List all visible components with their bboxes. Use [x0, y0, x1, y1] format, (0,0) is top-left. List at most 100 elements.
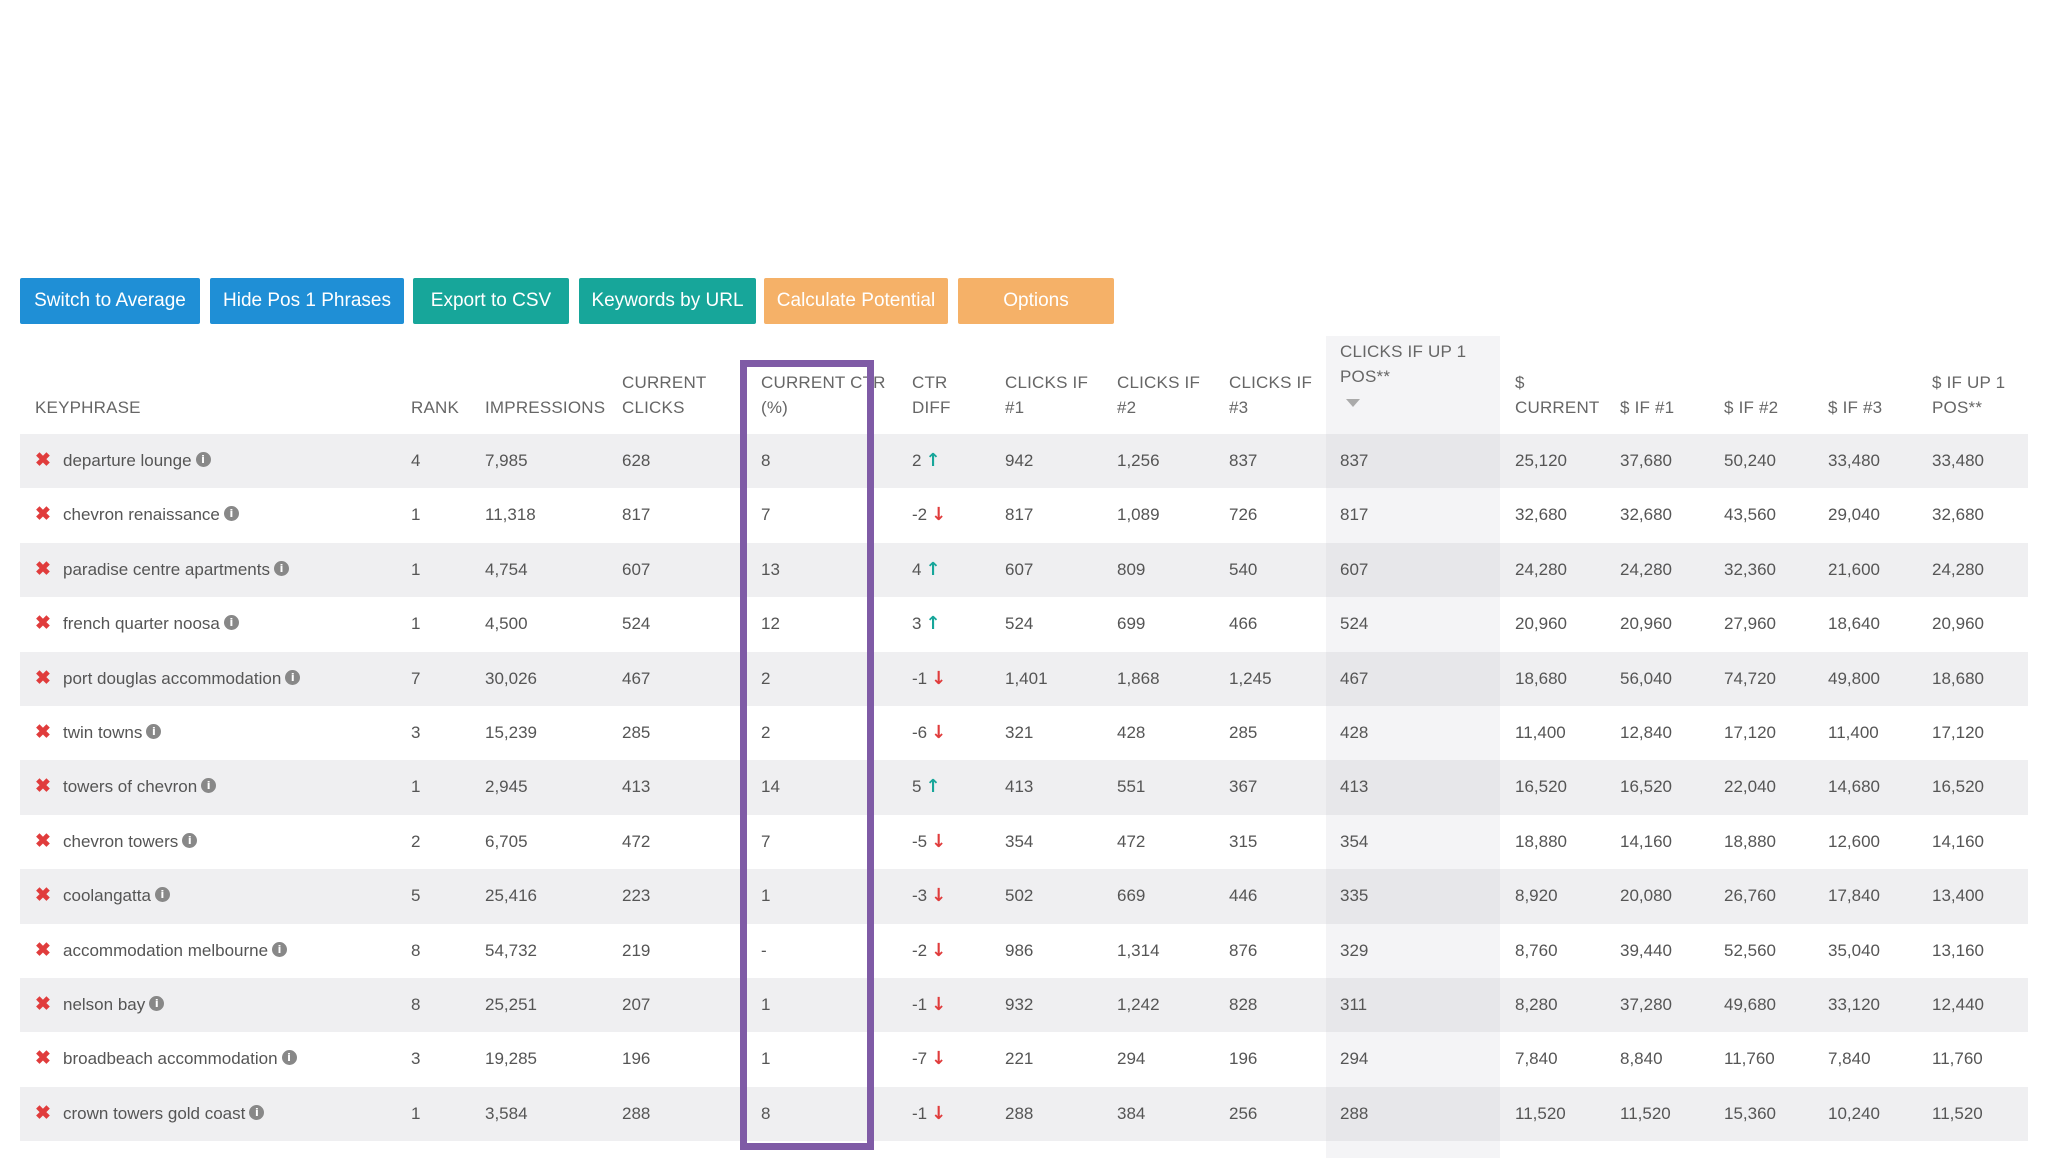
money-if-1-cell: 39,440 — [1620, 940, 1672, 960]
money-if-1-cell: 37,280 — [1620, 994, 1672, 1014]
clicks-if-1-cell: 413 — [1005, 777, 1034, 797]
header-clicks-if-up-1-pos[interactable]: CLICKS IF UP 1 POS** — [1340, 339, 1466, 414]
header-money-if-2[interactable]: $ IF #2 — [1724, 398, 1779, 417]
money-if-up-1-cell: 32,680 — [1932, 505, 1984, 525]
info-icon[interactable]: i — [223, 506, 239, 522]
info-icon[interactable]: i — [273, 560, 289, 576]
remove-x-icon[interactable]: ✖ — [35, 776, 51, 798]
info-icon[interactable]: i — [201, 778, 217, 794]
header-current-ctr[interactable]: CURRENT CTR (%) — [761, 373, 886, 417]
rank-cell: 8 — [411, 994, 421, 1014]
hide-pos-1-phrases-button[interactable]: Hide Pos 1 Phrases — [210, 278, 404, 324]
info-icon[interactable]: i — [281, 1050, 297, 1066]
remove-x-icon[interactable]: ✖ — [35, 667, 51, 689]
money-if-1-cell: 24,280 — [1620, 559, 1672, 579]
export-to-csv-button[interactable]: Export to CSV — [413, 278, 569, 324]
header-rank[interactable]: RANK — [411, 398, 460, 417]
current-clicks-cell: 219 — [622, 940, 651, 960]
money-if-1-cell: 14,160 — [1620, 831, 1672, 851]
remove-x-icon[interactable]: ✖ — [35, 830, 51, 852]
clicks-if-2-cell: 551 — [1117, 777, 1146, 797]
header-money-if-3[interactable]: $ IF #3 — [1828, 398, 1883, 417]
info-icon[interactable]: i — [272, 941, 288, 957]
money-if-2-cell: 32,360 — [1724, 559, 1776, 579]
money-current-cell: 8,760 — [1515, 940, 1558, 960]
clicks-if-2-cell: 809 — [1117, 559, 1146, 579]
remove-x-icon[interactable]: ✖ — [35, 450, 51, 471]
remove-x-icon[interactable]: ✖ — [35, 885, 51, 907]
table-body: ✖ departure lounge i 4 7,985 628 8 942 1,256 837 8… — [20, 434, 2028, 1142]
header-ctr-diff[interactable]: CTR DIFF — [912, 373, 951, 417]
header-money-if-up-1-pos[interactable]: $ IF UP 1 POS** — [1932, 373, 2006, 417]
info-icon[interactable]: i — [149, 995, 165, 1011]
header-money-if-1[interactable]: $ IF #1 — [1620, 398, 1675, 417]
current-ctr-cell: 8 — [761, 1103, 771, 1123]
current-clicks-cell: 607 — [622, 559, 651, 579]
remove-x-icon[interactable]: ✖ — [35, 939, 51, 961]
current-clicks-cell: 223 — [622, 886, 651, 906]
rank-cell: 3 — [411, 1049, 421, 1069]
ctr-diff-cell: -2 ↓ — [912, 488, 946, 542]
money-if-2-cell: 50,240 — [1724, 451, 1776, 470]
ctr-diff-value: 2 — [912, 451, 922, 470]
keyphrase-cell: crown towers gold coast i — [63, 1087, 265, 1141]
remove-x-icon[interactable]: ✖ — [35, 558, 51, 580]
money-if-3-cell: 12,600 — [1828, 831, 1880, 851]
ctr-diff-value: 5 — [912, 777, 922, 797]
current-ctr-cell: 14 — [761, 777, 780, 797]
ctr-diff-value: -2 — [912, 940, 928, 960]
clicks-if-up-1-cell: 524 — [1340, 614, 1369, 634]
header-clicks-if-2[interactable]: CLICKS IF #2 — [1117, 373, 1201, 417]
ctr-diff-cell: -1 ↓ — [912, 652, 946, 706]
info-icon[interactable]: i — [146, 723, 162, 739]
header-money-current[interactable]: $ CURRENT — [1515, 373, 1600, 417]
info-icon[interactable]: i — [223, 615, 239, 631]
remove-x-icon[interactable]: ✖ — [35, 613, 51, 635]
table-row: ✖ broadbeach accommodation i 3 19,285 196 1 221… — [20, 1032, 2028, 1087]
arrow-up-icon: ↑ — [925, 558, 941, 580]
header-impressions[interactable]: IMPRESSIONS — [485, 398, 606, 417]
sorted-cell-background — [1326, 869, 1500, 924]
remove-x-icon[interactable]: ✖ — [35, 721, 51, 743]
calculate-potential-button[interactable]: Calculate Potential — [764, 278, 948, 324]
switch-to-average-button[interactable]: Switch to Average — [20, 278, 200, 324]
header-clicks-if-3[interactable]: CLICKS IF #3 — [1229, 373, 1313, 417]
money-current-cell: 24,280 — [1515, 559, 1567, 579]
clicks-if-1-cell: 321 — [1005, 722, 1034, 742]
money-if-2-cell: 17,120 — [1724, 722, 1776, 742]
sorted-cell-background — [1326, 597, 1500, 652]
clicks-if-3-cell: 256 — [1229, 1103, 1258, 1123]
ctr-diff-value: -6 — [912, 722, 928, 742]
info-icon[interactable]: i — [249, 1104, 265, 1120]
keyphrase-text: coolangatta — [63, 886, 151, 906]
impressions-cell: 54,732 — [485, 940, 537, 960]
rank-cell: 1 — [411, 777, 421, 797]
keyphrase-text: departure lounge — [63, 451, 192, 470]
ctr-diff-value: -1 — [912, 668, 928, 688]
keyphrase-text: chevron towers — [63, 831, 179, 851]
money-if-1-cell: 16,520 — [1620, 777, 1672, 797]
ctr-diff-value: 4 — [912, 559, 922, 579]
remove-x-icon[interactable]: ✖ — [35, 993, 51, 1015]
info-icon[interactable]: i — [154, 887, 170, 903]
keyphrase-text: crown towers gold coast — [63, 1103, 246, 1123]
impressions-cell: 4,754 — [485, 559, 528, 579]
info-icon[interactable]: i — [195, 452, 211, 468]
header-clicks-if-1[interactable]: CLICKS IF #1 — [1005, 373, 1089, 417]
rank-cell: 3 — [411, 722, 421, 742]
header-keyphrase[interactable]: KEYPHRASE — [35, 398, 141, 417]
info-icon[interactable]: i — [285, 669, 301, 685]
impressions-cell: 7,985 — [485, 451, 528, 470]
remove-x-icon[interactable]: ✖ — [35, 1102, 51, 1124]
header-current-clicks[interactable]: CURRENT CLICKS — [622, 373, 707, 417]
money-if-up-1-cell: 13,160 — [1932, 940, 1984, 960]
keywords-by-url-button[interactable]: Keywords by URL — [579, 278, 756, 324]
current-ctr-cell: 2 — [761, 722, 771, 742]
remove-x-icon[interactable]: ✖ — [35, 1048, 51, 1070]
clicks-if-1-cell: 607 — [1005, 559, 1034, 579]
options-button[interactable]: Options — [958, 278, 1114, 324]
remove-x-icon[interactable]: ✖ — [35, 504, 51, 526]
clicks-if-1-cell: 817 — [1005, 505, 1034, 525]
money-if-3-cell: 21,600 — [1828, 559, 1880, 579]
info-icon[interactable]: i — [182, 832, 198, 848]
